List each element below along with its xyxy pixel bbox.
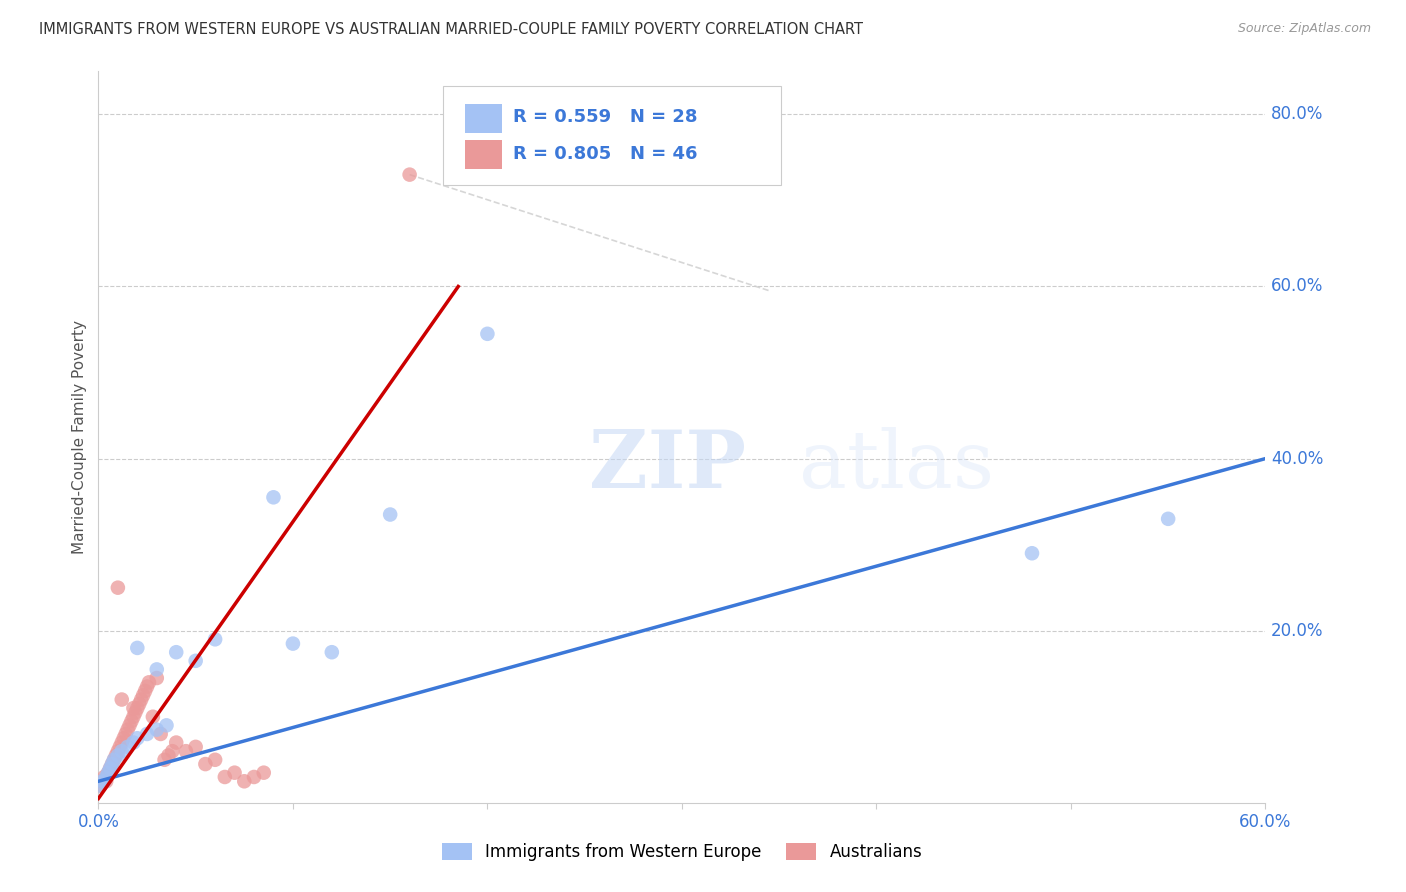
Point bbox=[108, 739, 131, 754]
Point bbox=[253, 765, 276, 780]
Point bbox=[107, 748, 129, 763]
Point bbox=[184, 739, 207, 754]
Point bbox=[194, 757, 217, 772]
Point bbox=[93, 774, 115, 789]
Point bbox=[321, 645, 343, 659]
Point bbox=[103, 753, 125, 767]
Point bbox=[96, 774, 118, 789]
Point bbox=[118, 718, 141, 732]
Point bbox=[127, 731, 149, 746]
Point bbox=[127, 640, 149, 655]
Point bbox=[91, 774, 114, 789]
Point bbox=[93, 770, 115, 784]
Point bbox=[98, 761, 121, 775]
Point bbox=[127, 701, 149, 715]
Point bbox=[1021, 546, 1043, 560]
Legend: Immigrants from Western Europe, Australians: Immigrants from Western Europe, Australi… bbox=[434, 836, 929, 868]
Text: Source: ZipAtlas.com: Source: ZipAtlas.com bbox=[1237, 22, 1371, 36]
FancyBboxPatch shape bbox=[465, 140, 502, 169]
FancyBboxPatch shape bbox=[443, 86, 782, 185]
Point bbox=[243, 770, 266, 784]
Point bbox=[128, 697, 150, 711]
Text: 40.0%: 40.0% bbox=[1271, 450, 1323, 467]
Point bbox=[281, 637, 304, 651]
Text: IMMIGRANTS FROM WESTERN EUROPE VS AUSTRALIAN MARRIED-COUPLE FAMILY POVERTY CORRE: IMMIGRANTS FROM WESTERN EUROPE VS AUSTRA… bbox=[39, 22, 863, 37]
Point bbox=[91, 774, 114, 789]
Point bbox=[233, 774, 256, 789]
Point bbox=[214, 770, 236, 784]
Point bbox=[136, 680, 159, 694]
Point bbox=[104, 748, 127, 763]
Text: R = 0.559   N = 28: R = 0.559 N = 28 bbox=[513, 109, 697, 127]
Point bbox=[112, 731, 135, 746]
Point bbox=[157, 748, 180, 763]
Point bbox=[107, 744, 129, 758]
Point bbox=[132, 688, 155, 702]
Text: 80.0%: 80.0% bbox=[1271, 105, 1323, 123]
Point bbox=[111, 692, 134, 706]
Point bbox=[117, 739, 139, 754]
Point bbox=[97, 765, 120, 780]
Point bbox=[122, 710, 145, 724]
Point bbox=[111, 735, 134, 749]
Point bbox=[129, 692, 152, 706]
Point bbox=[184, 654, 207, 668]
Point bbox=[117, 723, 139, 737]
Point bbox=[138, 675, 160, 690]
Text: 20.0%: 20.0% bbox=[1271, 622, 1323, 640]
Text: ZIP: ZIP bbox=[589, 427, 745, 506]
Point bbox=[136, 727, 159, 741]
Point bbox=[107, 581, 129, 595]
Point bbox=[121, 714, 143, 728]
Point bbox=[146, 723, 169, 737]
Point bbox=[165, 645, 187, 659]
Text: R = 0.805   N = 46: R = 0.805 N = 46 bbox=[513, 145, 697, 163]
Point bbox=[134, 684, 156, 698]
Point bbox=[146, 671, 169, 685]
Point bbox=[155, 718, 177, 732]
Point bbox=[204, 753, 226, 767]
Point bbox=[96, 770, 118, 784]
Point bbox=[153, 753, 176, 767]
Point bbox=[122, 701, 145, 715]
Point bbox=[162, 744, 184, 758]
Point bbox=[114, 727, 136, 741]
Point bbox=[398, 168, 420, 182]
Point bbox=[165, 735, 187, 749]
Point bbox=[224, 765, 246, 780]
Point bbox=[98, 761, 121, 775]
Point bbox=[122, 735, 145, 749]
Point bbox=[149, 727, 172, 741]
Point bbox=[146, 662, 169, 676]
Y-axis label: Married-Couple Family Poverty: Married-Couple Family Poverty bbox=[72, 320, 87, 554]
Point bbox=[101, 757, 124, 772]
Point bbox=[89, 779, 111, 793]
Point bbox=[103, 753, 125, 767]
Point bbox=[111, 744, 134, 758]
Point bbox=[101, 757, 124, 772]
FancyBboxPatch shape bbox=[465, 103, 502, 133]
Point bbox=[89, 779, 111, 793]
Point bbox=[124, 706, 146, 720]
Text: atlas: atlas bbox=[799, 427, 994, 506]
Point bbox=[204, 632, 226, 647]
Point bbox=[262, 491, 284, 505]
Point bbox=[142, 710, 165, 724]
Text: 60.0%: 60.0% bbox=[1271, 277, 1323, 295]
Point bbox=[1157, 512, 1180, 526]
Point bbox=[477, 326, 499, 341]
Point bbox=[174, 744, 197, 758]
Point bbox=[97, 765, 120, 780]
Point bbox=[380, 508, 402, 522]
